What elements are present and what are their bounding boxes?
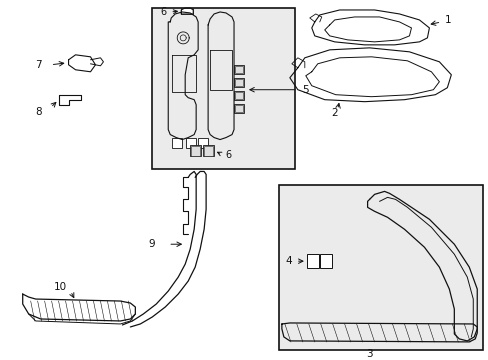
- Bar: [198, 138, 208, 148]
- Text: 8: 8: [35, 107, 42, 117]
- Bar: [191, 145, 200, 156]
- Bar: [203, 145, 213, 156]
- Bar: [235, 79, 243, 86]
- Text: 9: 9: [148, 239, 155, 249]
- Text: 6: 6: [224, 149, 231, 159]
- Text: 7: 7: [35, 60, 42, 70]
- Bar: [319, 254, 331, 268]
- Bar: [190, 144, 201, 157]
- Text: 2: 2: [331, 108, 337, 118]
- Bar: [235, 105, 243, 112]
- Bar: [234, 78, 244, 87]
- Bar: [234, 65, 244, 74]
- Bar: [181, 8, 193, 14]
- Text: 10: 10: [54, 282, 67, 292]
- Text: 4: 4: [285, 256, 291, 266]
- Bar: [278, 185, 482, 350]
- Bar: [235, 66, 243, 73]
- Bar: [234, 104, 244, 113]
- Bar: [152, 8, 294, 170]
- Text: 6: 6: [160, 7, 166, 17]
- Bar: [234, 91, 244, 100]
- Bar: [172, 138, 182, 148]
- Text: 3: 3: [366, 349, 372, 359]
- Bar: [203, 144, 214, 157]
- Text: 5: 5: [301, 85, 308, 95]
- Text: 1: 1: [444, 15, 450, 25]
- Bar: [235, 92, 243, 99]
- Bar: [186, 138, 196, 148]
- Bar: [306, 254, 318, 268]
